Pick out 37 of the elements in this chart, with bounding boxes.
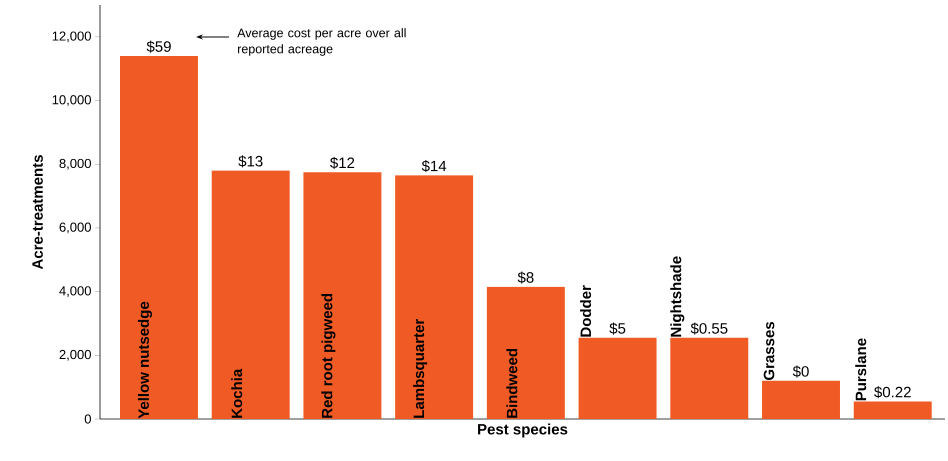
annotation: $5 [609,322,626,335]
annotation: $0 [792,365,809,378]
x-tick-label: Kochia [231,368,242,418]
y-tick-label: 8,000 [60,158,91,170]
y-tick-label: 10,000 [52,95,91,106]
annotation: $14 [422,160,446,172]
y-tick-label: 4,000 [59,286,91,297]
bar [762,380,840,419]
annotation: $8 [518,271,534,284]
bar [670,338,748,419]
annotation: $0.55 [690,322,728,335]
y-tick-label: 2,000 [60,350,91,361]
y-tick-label: 0 [84,414,91,424]
x-tick-label: Dodder [580,285,592,337]
x-tick-label: Bindweed [506,348,518,418]
y-tick-label: 12,000 [52,31,91,42]
bar [395,175,474,419]
x-tick-label: Yellow nutsedge [138,302,152,419]
bar [578,338,657,419]
annotation: Average cost per acre over all reported acreage [237,28,406,56]
bar [212,170,290,419]
bar [486,286,565,419]
annotation: $12 [330,156,354,169]
x-tick-label: Grasses [764,322,774,380]
bar [120,56,198,419]
bar [303,172,382,419]
y-axis-title: Acre-treatments [32,155,43,270]
x-axis-title: Pest species [478,424,568,438]
x-tick-label: Nightshade [670,256,684,337]
annotation: $59 [146,40,171,53]
x-tick-label: Lambsquarter [413,319,428,418]
x-tick-label: Red root pigweed [321,294,336,418]
x-tick-label: Purslane [855,338,866,400]
annotation: $0.22 [874,386,911,398]
annotation: $13 [238,155,263,168]
bar [854,401,932,419]
y-tick-label: 6,000 [60,222,91,234]
